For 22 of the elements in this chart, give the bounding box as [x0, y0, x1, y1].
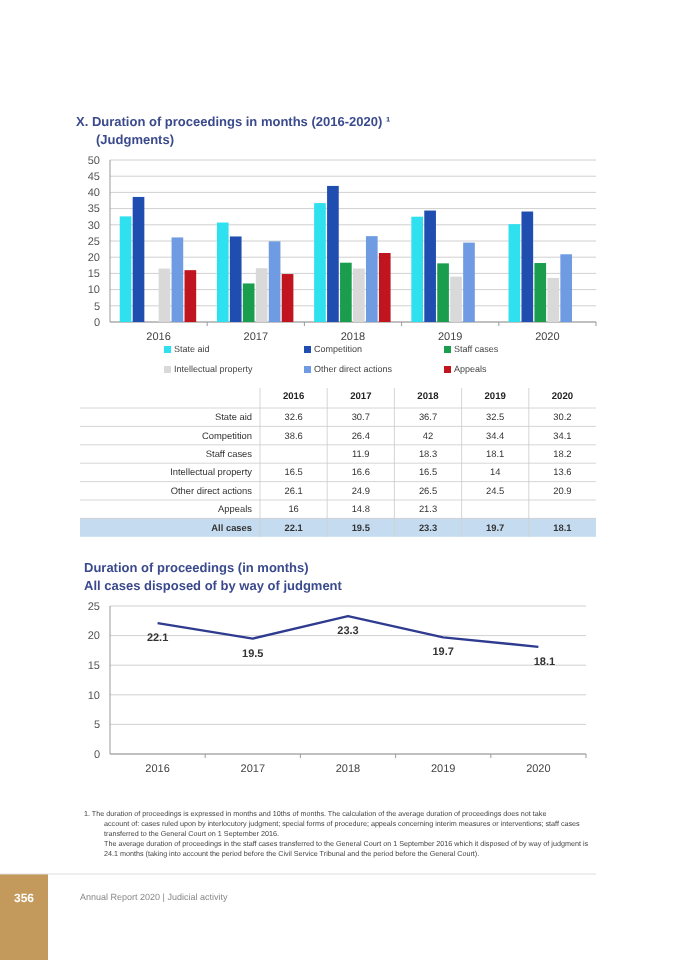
bar [340, 262, 352, 322]
bar [365, 236, 378, 322]
bar [119, 216, 132, 322]
bar [411, 216, 423, 322]
bar [463, 242, 475, 322]
bar [424, 210, 436, 322]
bar [314, 203, 326, 322]
bar [508, 224, 521, 322]
bar [327, 185, 339, 322]
bar [281, 274, 294, 322]
bar [534, 263, 547, 322]
bar [229, 236, 242, 322]
bar [171, 237, 184, 322]
bar [378, 252, 391, 322]
bar [242, 283, 255, 322]
bar [216, 222, 229, 322]
bar [437, 263, 449, 322]
bar [184, 270, 197, 322]
bar [560, 254, 573, 322]
bar [132, 196, 145, 322]
bar [521, 211, 534, 322]
bar [268, 241, 281, 322]
